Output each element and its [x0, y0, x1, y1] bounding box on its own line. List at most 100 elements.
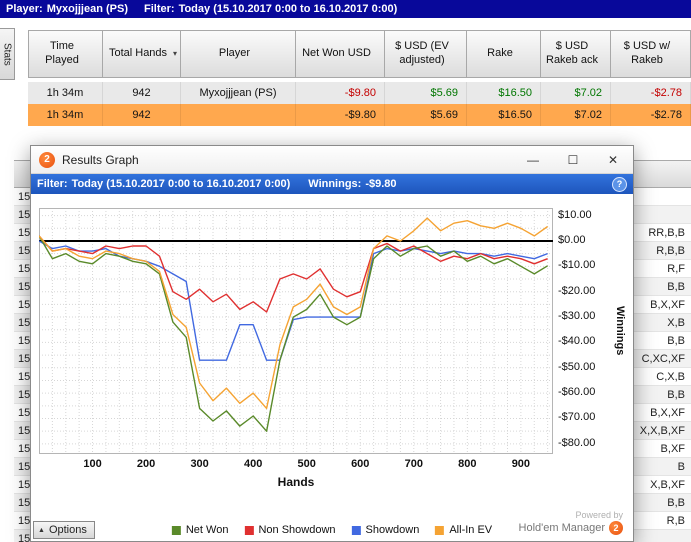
- table-cell: [181, 104, 296, 126]
- table-cell: -$2.78: [611, 104, 691, 126]
- table-cell: -$2.78: [611, 82, 691, 104]
- legend-swatch: [435, 525, 445, 535]
- brand-name: Hold'em Manager: [518, 522, 605, 534]
- legend-item-all-in-ev[interactable]: All-In EV: [435, 524, 492, 536]
- table-row[interactable]: 1h 34m 942 Myxojjjean (PS) -$9.80 $5.69 $16.5…: [28, 82, 691, 104]
- hm2-footer-logo-icon: 2: [609, 521, 623, 535]
- hand-actions: X,B: [667, 316, 685, 329]
- legend-label: Non Showdown: [258, 524, 336, 536]
- results-graph-title: Results Graph: [62, 152, 139, 167]
- column-header--usd-w-rakeb[interactable]: $ USD w/ Rakeb: [611, 30, 691, 78]
- column-header-label: $ USD w/ Rakeb: [623, 40, 671, 66]
- table-row[interactable]: 1h 34m 942 -$9.80 $5.69 $16.50 $7.02 -$2.78: [28, 104, 691, 126]
- stats-side-tab[interactable]: Stats: [0, 28, 15, 80]
- x-tick-label: 300: [190, 458, 209, 470]
- legend-label: Showdown: [365, 524, 420, 536]
- x-axis-label: Hands: [277, 475, 315, 489]
- series-line-net-won: [39, 235, 548, 432]
- options-button[interactable]: ▲ Options: [33, 521, 95, 539]
- minimize-button[interactable]: —: [527, 152, 539, 167]
- legend-item-showdown[interactable]: Showdown: [351, 524, 420, 536]
- series-line-all-in-ev: [39, 217, 549, 410]
- hand-actions: C,X,B: [656, 370, 685, 383]
- hand-actions: B,X,XF: [650, 406, 685, 419]
- y-tick-label: -$80.00: [558, 436, 596, 449]
- legend-swatch: [171, 525, 181, 535]
- y-tick-label: $0.00: [558, 233, 586, 246]
- chart-plot-area: [39, 208, 553, 454]
- legend-item-net-won[interactable]: Net Won: [171, 524, 229, 536]
- table-cell: -$9.80: [296, 104, 385, 126]
- x-tick-label: 800: [458, 458, 477, 470]
- y-tick-label: -$10.00: [558, 259, 596, 272]
- column-header-player[interactable]: Player: [181, 30, 296, 78]
- x-tick-label: 900: [511, 458, 531, 470]
- column-header-label: $ USD (EV adjusted): [395, 40, 449, 66]
- y-tick-label: -$60.00: [558, 386, 596, 399]
- table-cell: $5.69: [385, 82, 467, 104]
- close-button[interactable]: ✕: [607, 152, 619, 167]
- graph-filter-label: Filter:: [37, 178, 68, 190]
- hand-actions: B: [677, 460, 685, 473]
- graph-filter-value: Today (15.10.2017 0:00 to 16.10.2017 0:0…: [71, 178, 291, 190]
- x-tick-label: 600: [351, 458, 370, 470]
- hand-actions: R,B,B: [656, 244, 685, 257]
- column-header-rake[interactable]: Rake: [467, 30, 541, 78]
- results-graph-title-bar[interactable]: 2 Results Graph — ☐ ✕: [31, 146, 633, 174]
- hand-actions: RR,B,B: [648, 226, 685, 239]
- sort-arrow-icon[interactable]: ▾: [172, 49, 177, 58]
- hand-actions: C,XC,XF: [641, 352, 685, 365]
- legend-swatch: [351, 525, 361, 535]
- table-cell: $16.50: [467, 104, 541, 126]
- results-table-body: 1h 34m 942 Myxojjjean (PS) -$9.80 $5.69 $16.5…: [28, 82, 691, 126]
- hand-actions: B,X,XF: [650, 298, 685, 311]
- y-tick-label: -$20.00: [558, 284, 596, 297]
- x-tick-label: 200: [136, 458, 156, 470]
- options-button-label: Options: [48, 524, 87, 536]
- stats-side-tab-label: Stats: [1, 42, 13, 66]
- player-label: Player:: [6, 3, 43, 15]
- graph-winnings-value: -$9.80: [365, 178, 397, 190]
- window-controls: — ☐ ✕: [513, 146, 633, 173]
- column-header-label: Net Won USD: [302, 47, 371, 60]
- column-header--usd-rakeb-ack[interactable]: $ USD Rakeb ack: [541, 30, 611, 78]
- table-cell: 1h 34m: [28, 104, 103, 126]
- legend-label: All-In EV: [449, 524, 493, 536]
- column-header-net-won-usd[interactable]: Net Won USD: [296, 30, 385, 78]
- options-expand-icon: ▲: [38, 526, 45, 534]
- column-header-time-played[interactable]: Time Played: [28, 30, 103, 78]
- y-tick-label: -$40.00: [558, 335, 596, 348]
- hand-actions: R,F: [667, 262, 685, 275]
- help-icon[interactable]: ?: [612, 176, 627, 192]
- results-graph-window: 2 Results Graph — ☐ ✕ Filter: Today (15.…: [30, 145, 634, 542]
- table-cell: $7.02: [541, 104, 611, 126]
- column-header-label: $ USD Rakeb ack: [546, 40, 598, 66]
- legend-item-non-showdown[interactable]: Non Showdown: [244, 524, 336, 536]
- table-cell: 1h 34m: [28, 82, 103, 104]
- results-chart: $10.00 $0.00 -$10.00 -$20.00 -$30.00 -$40.00 -…: [31, 194, 633, 494]
- chart-legend: Net Won Non Showdown Showdown All-In EV: [171, 524, 492, 536]
- y-tick-label: -$70.00: [558, 411, 596, 424]
- hand-actions: B,B: [667, 334, 685, 347]
- legend-swatch: [244, 525, 254, 535]
- y-tick-label: -$30.00: [558, 310, 596, 323]
- table-cell: $5.69: [385, 104, 467, 126]
- legend-label: Net Won: [185, 524, 229, 536]
- hand-actions: X,B,XF: [650, 478, 685, 491]
- hand-actions: R,B: [666, 514, 685, 527]
- y-axis-label: Winnings: [614, 306, 626, 356]
- hand-actions: B,XF: [660, 442, 685, 455]
- graph-footer: ▲ Options Net Won Non Showdown Showdown All…: [31, 494, 633, 541]
- column-header-label: Total Hands: [108, 47, 168, 60]
- column-header-total-hands[interactable]: Total Hands ▾: [103, 30, 181, 78]
- results-table-header: Time Played Total Hands ▾ Player Net Won USD…: [28, 30, 691, 78]
- filter-value: Today (15.10.2017 0:00 to 16.10.2017 0:0…: [178, 3, 398, 15]
- graph-winnings-label: Winnings:: [308, 178, 362, 190]
- column-header-label: Rake: [487, 47, 513, 60]
- table-cell: Myxojjjean (PS): [181, 82, 296, 104]
- plot-border: [39, 208, 553, 454]
- maximize-button[interactable]: ☐: [567, 152, 579, 167]
- column-header-label: Player: [218, 47, 251, 60]
- column-header--usd-ev-adjusted-[interactable]: $ USD (EV adjusted): [385, 30, 467, 78]
